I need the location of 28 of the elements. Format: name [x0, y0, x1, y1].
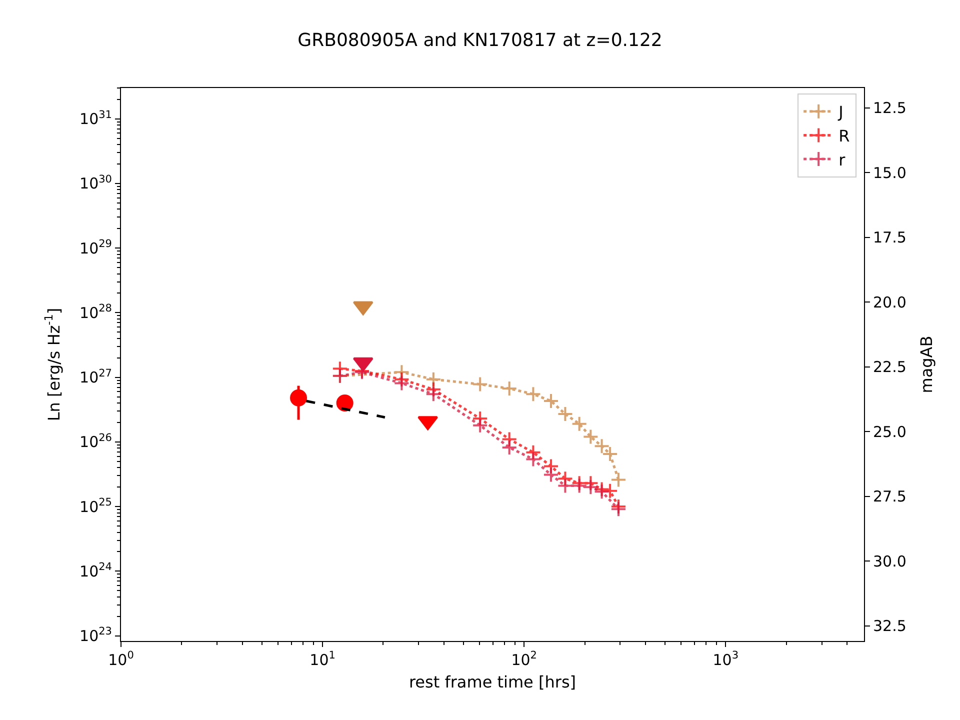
x-axis-title: rest frame time [hrs] — [408, 672, 576, 692]
y-tick-label: 10$^{29}$ — [80, 238, 112, 258]
legend-label: R — [838, 126, 850, 146]
y2-tick-label: 12.5 — [873, 99, 906, 118]
y2-tick-label: 17.5 — [873, 228, 906, 247]
x-tick-label: 10$^{2}$ — [511, 650, 537, 669]
y2-tick-label: 22.5 — [873, 358, 906, 376]
y-tick-label: 10$^{26}$ — [80, 432, 112, 452]
x-tick-label: 10$^{1}$ — [310, 650, 336, 669]
y-tick-label: 10$^{24}$ — [80, 561, 112, 580]
legend-label: J — [838, 102, 844, 122]
x-tick-label: 10$^{0}$ — [108, 650, 134, 669]
legend-label: r — [838, 150, 846, 170]
y2-tick-label: 32.5 — [873, 617, 906, 636]
y2-tick-label: 30.0 — [873, 552, 906, 570]
y-tick-label: 10$^{30}$ — [80, 173, 112, 193]
y2-tick-label: 20.0 — [873, 293, 906, 312]
y2-tick-label: 27.5 — [873, 488, 906, 506]
y-tick-label: 10$^{25}$ — [80, 496, 112, 516]
y2-axis-title: magAB — [917, 336, 936, 394]
y2-tick-label: 15.0 — [873, 164, 906, 182]
x-tick-label: 10$^{3}$ — [712, 650, 739, 669]
y-tick-label: 10$^{27}$ — [80, 367, 112, 387]
y-tick-label: 10$^{23}$ — [80, 626, 112, 646]
y-tick-label: 10$^{31}$ — [80, 108, 112, 128]
chart-title: GRB080905A and KN170817 at z=0.122 — [298, 30, 662, 51]
y2-tick-label: 25.0 — [873, 422, 906, 441]
y-tick-label: 10$^{28}$ — [80, 302, 112, 322]
